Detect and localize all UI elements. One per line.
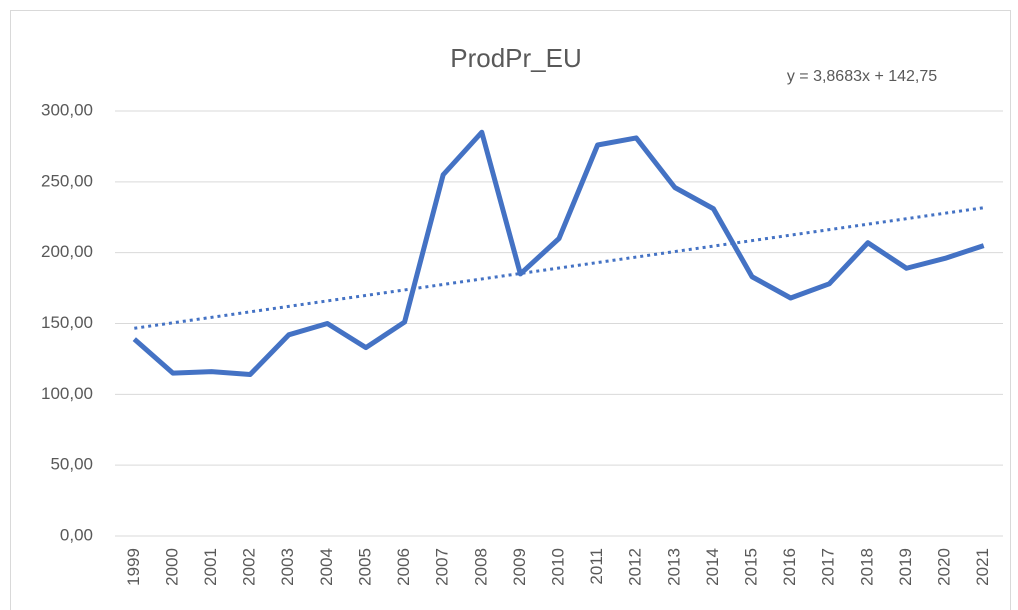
x-tick-label: 2006 [394,548,413,586]
x-tick-label: 2021 [973,548,992,586]
y-tick-label: 150,00 [41,313,93,332]
x-tick-label: 2009 [510,548,529,586]
x-tick-label: 2011 [587,548,606,585]
x-tick-label: 2003 [278,548,297,586]
chart-frame [10,10,1011,610]
x-tick-label: 2007 [433,548,452,586]
x-tick-label: 2013 [664,548,683,586]
trendline-equation: y = 3,8683x + 142,75 [787,68,937,85]
data-line [132,129,985,377]
x-tick-label: 2018 [857,548,876,586]
x-tick-label: 2015 [742,548,761,586]
x-tick-label: 2008 [471,548,490,586]
x-tick-label: 2010 [548,548,567,586]
y-tick-label: 0,00 [60,525,93,544]
x-tick-label: 2001 [201,548,220,586]
x-tick-label: 2019 [896,548,915,586]
x-tick-label: 2012 [626,548,645,586]
x-tick-label: 2004 [317,548,336,586]
y-tick-label: 100,00 [41,384,93,403]
x-tick-label: 2000 [162,548,181,586]
x-tick-label: 1999 [124,548,143,586]
trendline [134,206,984,330]
x-tick-label: 2016 [780,548,799,586]
x-tick-label: 2014 [703,548,722,586]
y-tick-label: 300,00 [41,100,93,119]
x-tick-label: 2017 [819,548,838,586]
y-tick-label: 250,00 [41,171,93,190]
chart-title: ProdPr_EU [450,43,582,73]
x-tick-label: 2002 [240,548,259,586]
y-tick-label: 50,00 [50,455,93,474]
x-tick-label: 2020 [935,548,954,586]
x-tick-label: 2005 [355,548,374,586]
y-tick-label: 200,00 [41,242,93,261]
